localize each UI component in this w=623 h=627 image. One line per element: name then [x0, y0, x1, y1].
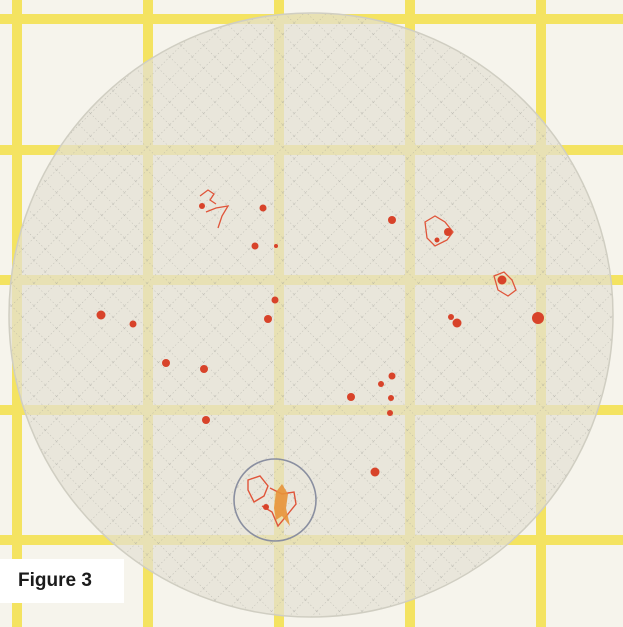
colonies: [96, 189, 544, 528]
colony: [274, 244, 278, 248]
film-edge: [8, 12, 614, 618]
colony: [452, 318, 462, 328]
colony-cluster-right: [493, 271, 517, 297]
colony: [199, 203, 205, 209]
colony: [96, 310, 106, 320]
colony: [434, 237, 440, 243]
colony: [388, 372, 396, 380]
colony: [387, 410, 393, 416]
colony: [448, 314, 454, 320]
colony: [129, 320, 137, 328]
colony: [388, 216, 396, 224]
colony: [200, 365, 208, 373]
colony: [497, 275, 507, 285]
colony: [271, 296, 279, 304]
colony: [259, 204, 267, 212]
colony: [202, 416, 210, 424]
highlighted-colony-core: [274, 484, 290, 526]
colony-cluster-upper-right: [424, 215, 454, 247]
colony: [263, 504, 269, 510]
colony: [532, 312, 544, 324]
colony: [162, 359, 170, 367]
colony-cluster-upper-left: [199, 189, 230, 229]
colony: [347, 393, 355, 401]
colony: [264, 315, 272, 323]
colony: [370, 467, 380, 477]
colony: [251, 242, 259, 250]
colony: [388, 395, 394, 401]
highlight-circle: [233, 458, 317, 542]
colony: [378, 381, 384, 387]
colony: [444, 228, 452, 236]
figure-label: Figure 3: [0, 559, 124, 603]
